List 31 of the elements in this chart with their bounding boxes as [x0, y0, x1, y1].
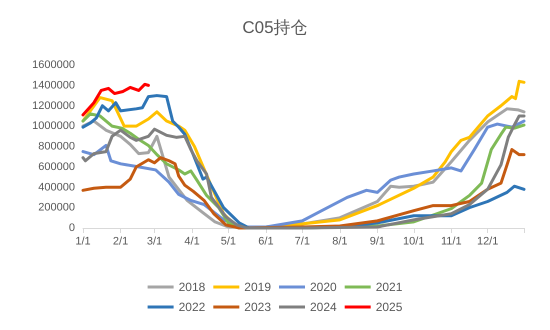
x-tick-label: 4/1 [184, 236, 200, 248]
legend-label: 2020 [310, 280, 338, 294]
y-tick-label: 0 [68, 222, 75, 234]
y-tick-label: 1600000 [32, 59, 75, 71]
y-tick-label: 1000000 [32, 120, 75, 132]
x-tick-label: 1/1 [75, 236, 91, 248]
x-tick-label: 5/1 [220, 236, 236, 248]
x-tick-label: 10/1 [403, 236, 424, 248]
line-series [82, 82, 150, 116]
x-tick-label: 6/1 [258, 236, 274, 248]
x-tick-label: 3/1 [146, 236, 162, 248]
legend-label: 2023 [244, 300, 272, 314]
x-tick-label: 12/1 [476, 236, 498, 248]
x-tick-label: 9/1 [370, 236, 386, 248]
y-tick-label: 1200000 [32, 100, 75, 112]
legend-label: 2024 [310, 300, 338, 314]
legend-label: 2018 [178, 280, 206, 294]
legend-label: 2025 [376, 300, 403, 314]
y-tick-label: 800000 [38, 140, 75, 152]
y-tick-label: 600000 [38, 160, 75, 173]
x-tick-label: 2/1 [112, 236, 128, 248]
y-tick-label: 1400000 [32, 79, 75, 92]
x-tick-label: 8/1 [332, 236, 348, 248]
legend-label: 2022 [178, 300, 206, 314]
legend-label: 2019 [244, 280, 272, 294]
chart-title: C05持仓 [242, 18, 308, 37]
y-tick-label: 200000 [38, 202, 75, 214]
y-tick-label: 400000 [38, 181, 75, 194]
legend-label: 2021 [376, 280, 403, 294]
x-tick-label: 7/1 [294, 236, 310, 248]
x-tick-label: 11/1 [441, 236, 462, 248]
